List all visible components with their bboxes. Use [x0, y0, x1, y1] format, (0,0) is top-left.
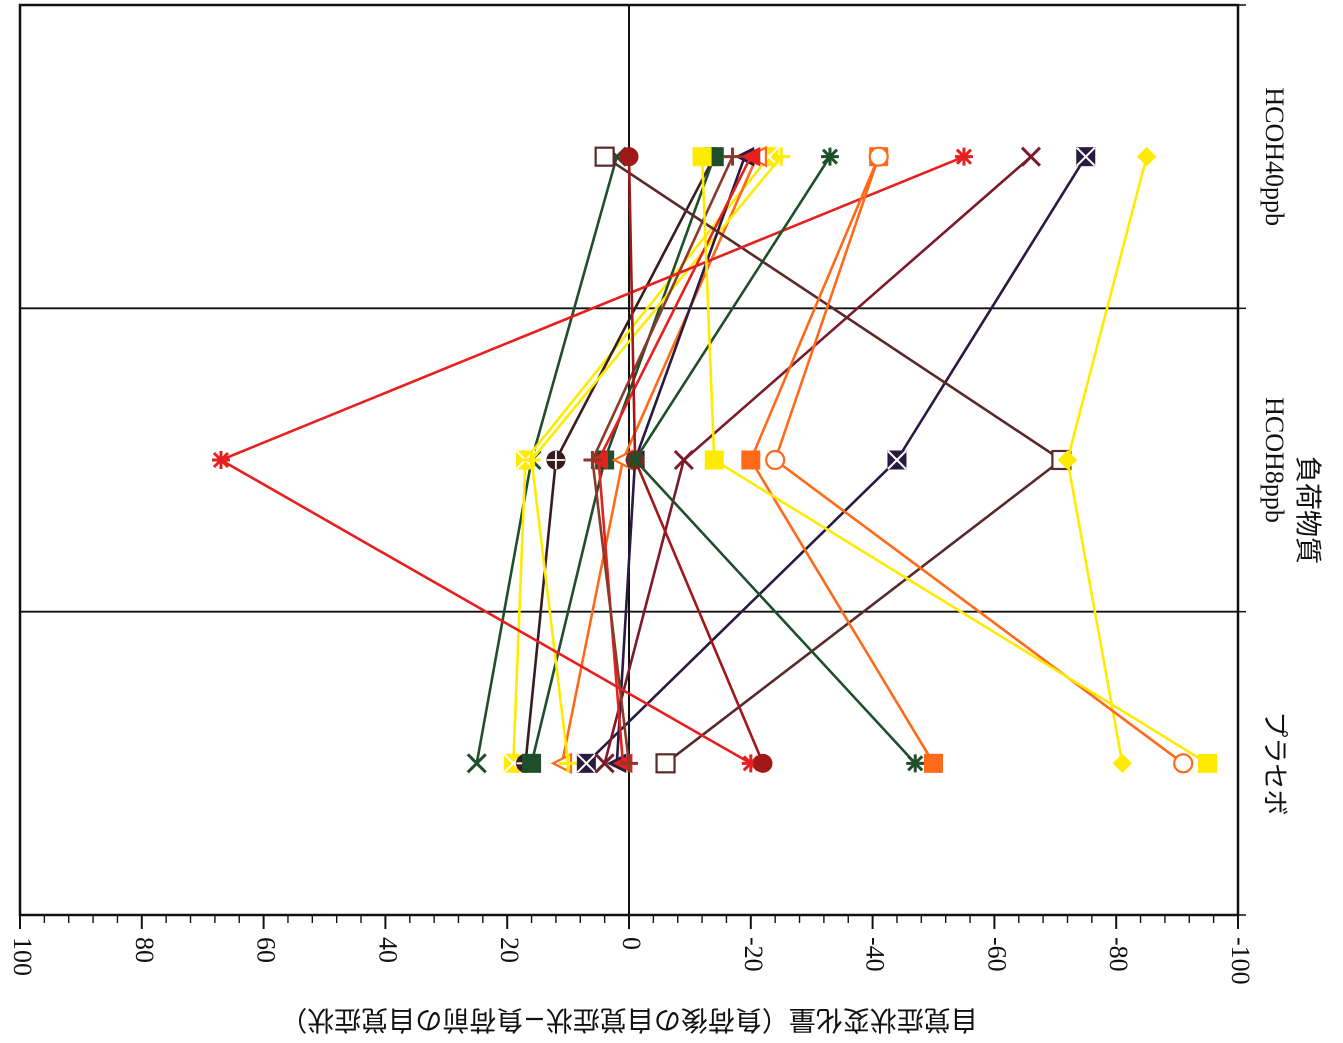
marker-x — [1020, 146, 1042, 167]
marker-plus — [723, 147, 742, 166]
series-layer — [211, 145, 1218, 775]
category-label: HCOH40ppb — [1260, 87, 1289, 226]
marker-plus — [583, 451, 602, 469]
y-tick-label: 40 — [373, 937, 402, 963]
series-13 — [211, 147, 973, 773]
y-tick-label: -100 — [1226, 937, 1255, 985]
series-15 — [626, 147, 925, 773]
marker-square — [704, 450, 724, 470]
y-tick-label: -60 — [982, 937, 1011, 972]
tick-labels: 100 80 60 40 20 0 -20 -40 -60 -80 -100 — [8, 937, 1255, 985]
series-19 — [692, 147, 1218, 773]
marker-square-x-cross — [576, 753, 597, 774]
marker-plus — [620, 754, 638, 773]
marker-square-open — [655, 753, 676, 774]
series-8 — [594, 146, 1042, 774]
marker-x — [673, 449, 694, 471]
x-axis-title: 負荷物質 — [1292, 456, 1323, 564]
marker-star — [906, 754, 925, 773]
axis-ticks — [19, 4, 1246, 929]
y-tick-label: -20 — [739, 937, 768, 972]
marker-circle-plus-cross — [546, 451, 565, 469]
marker-square — [1198, 753, 1218, 773]
marker-diamond — [1136, 146, 1157, 167]
marker-square — [924, 753, 943, 773]
marker-circle — [753, 753, 773, 773]
marker-diamond — [1057, 450, 1078, 470]
marker-square — [522, 753, 542, 773]
marker-triangle — [740, 146, 761, 167]
marker-square-x-cross — [887, 450, 907, 470]
category-label: プラセボ — [1260, 711, 1289, 815]
marker-x — [594, 753, 615, 774]
marker-square — [692, 147, 712, 167]
y-axis-title: 自覚症状変化量（負荷後の自覚症状−負荷前の自覚症状） — [280, 1004, 978, 1035]
marker-square — [741, 450, 761, 470]
marker-square-open — [594, 146, 615, 167]
y-tick-label: -40 — [861, 937, 890, 972]
y-tick-label: -80 — [1104, 937, 1133, 972]
marker-circle-open — [868, 146, 889, 167]
series-18 — [765, 146, 1194, 774]
marker-star — [211, 451, 230, 469]
marker-plus — [772, 147, 791, 166]
y-tick-label: 80 — [130, 937, 159, 963]
y-tick-label: 0 — [617, 937, 646, 950]
y-tick-label: 60 — [252, 937, 281, 963]
marker-star — [820, 147, 839, 166]
marker-star — [954, 147, 973, 166]
series-17 — [1057, 146, 1157, 774]
marker-square-x-cross — [1076, 146, 1096, 167]
marker-diamond — [1112, 753, 1132, 774]
category-labels: プラセボ HCOH8ppb HCOH40ppb — [1260, 87, 1289, 815]
marker-star — [626, 451, 645, 469]
series-6 — [522, 147, 791, 773]
marker-plus — [559, 754, 578, 773]
marker-star — [741, 754, 760, 773]
marker-circle-open — [765, 449, 786, 471]
marker-circle-open — [1173, 753, 1194, 774]
marker-circle — [619, 147, 639, 167]
y-tick-label: 100 — [8, 937, 37, 976]
y-tick-label: 20 — [495, 937, 524, 963]
marker-plus — [522, 451, 541, 469]
series-11 — [583, 147, 742, 773]
series-7 — [576, 146, 1096, 774]
category-label: HCOH8ppb — [1260, 397, 1289, 523]
marker-x — [466, 753, 487, 774]
